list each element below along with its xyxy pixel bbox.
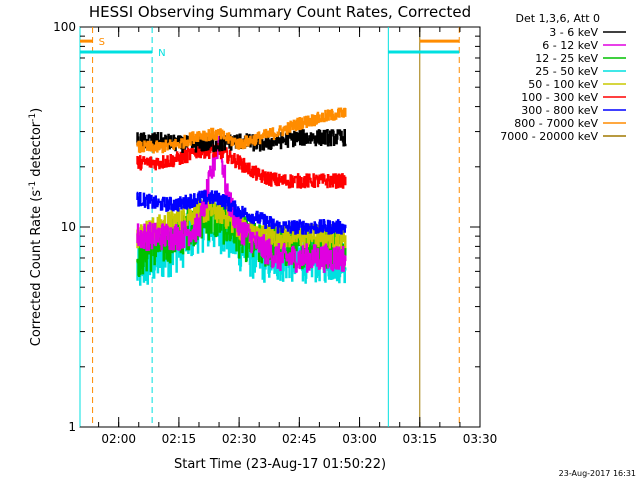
y-tick-label: 1 [68,420,76,434]
flag-label: S [99,37,105,48]
series-line [136,107,347,154]
legend-label: 50 - 100 keV [528,78,598,91]
series-line [136,190,347,235]
series-line [136,143,347,189]
x-axis: 02:00 02:15 02:30 02:45 03:00 03:15 03:30 [98,27,498,446]
legend-label: 3 - 6 keV [549,26,598,39]
flag-bars: SN [80,37,460,59]
date-stamp: 23-Aug-2017 16:31 [559,469,636,478]
x-tick-label: 02:00 [101,432,136,446]
x-tick-label: 03:15 [402,432,437,446]
legend-label: 7000 - 20000 keV [500,130,598,143]
legend-label: 100 - 300 keV [521,91,598,104]
y-axis-label: Corrected Count Rate (s-1 detector-1) [28,108,44,346]
y-tick-label: 10 [61,220,76,234]
legend-label: 12 - 25 keV [535,52,598,65]
chart-title: HESSI Observing Summary Count Rates, Cor… [89,3,471,21]
legend-label: 300 - 800 keV [521,104,598,117]
x-tick-label: 02:15 [162,432,197,446]
x-tick-label: 03:00 [342,432,377,446]
x-tick-label: 02:45 [282,432,317,446]
legend-label: 6 - 12 keV [542,39,598,52]
series-group [136,107,347,286]
legend-title: Det 1,3,6, Att 0 [516,12,600,25]
legend-label: 25 - 50 keV [535,65,598,78]
x-tick-label: 02:30 [222,432,257,446]
y-tick-label: 100 [53,20,76,34]
x-tick-label: 03:30 [463,432,498,446]
x-axis-label: Start Time (23-Aug-17 01:50:22) [174,457,386,472]
series-line [136,135,347,273]
legend-label: 800 - 7000 keV [514,117,598,130]
flag-label: N [158,48,165,59]
y-axis: 1 10 100 [53,20,480,434]
